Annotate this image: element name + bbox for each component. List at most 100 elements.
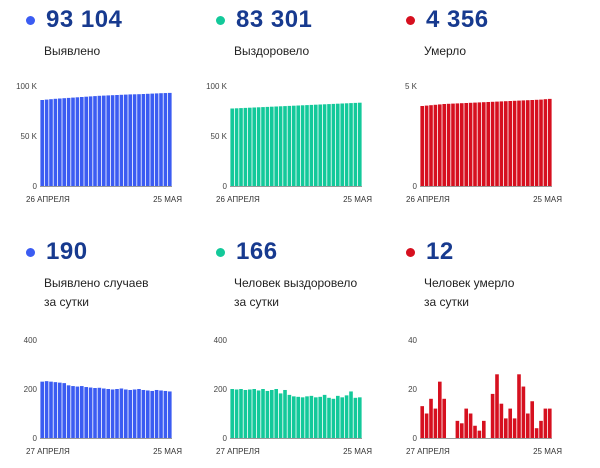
- bar: [429, 398, 433, 438]
- series-dot-icon: [26, 247, 35, 257]
- bar: [124, 389, 128, 438]
- x-end-label: 25 МАЯ: [153, 195, 182, 204]
- chart-detected: 100 K 50 K 0 26 АПРЕЛЯ 25 МАЯ: [16, 82, 182, 204]
- bar: [548, 98, 552, 186]
- bar: [49, 99, 53, 186]
- stat-value: 93 104: [46, 6, 123, 33]
- panel-daily-recovered: 166 Человек выздоровело за сутки 400 200 0…: [190, 232, 380, 460]
- bar: [534, 99, 539, 186]
- bar: [278, 393, 283, 438]
- y-tick-label: 200: [214, 385, 228, 394]
- bar: [442, 398, 447, 438]
- bar: [495, 101, 499, 186]
- panel-recovered: 83 301 Выздоровело 100 K 50 K 0 26 АПРЕЛЯ 25…: [190, 0, 380, 228]
- y-tick-label: 40: [408, 336, 417, 345]
- bar: [230, 108, 235, 186]
- y-tick-label: 0: [223, 182, 228, 191]
- bar: [473, 102, 477, 186]
- bar: [115, 389, 119, 438]
- stat-value: 4 356: [426, 6, 489, 33]
- x-end-label: 25 МАЯ: [153, 447, 182, 456]
- x-start-label: 27 АПРЕЛЯ: [406, 447, 450, 456]
- bar: [508, 101, 513, 186]
- bar: [234, 389, 239, 438]
- bar: [102, 95, 106, 186]
- x-start-label: 26 АПРЕЛЯ: [26, 195, 70, 204]
- bar: [287, 105, 292, 186]
- stat-row: 4 356: [406, 0, 489, 40]
- bar: [517, 374, 521, 438]
- stat-label: Человек выздоровело за сутки: [234, 276, 358, 309]
- bar: [137, 94, 141, 186]
- bar: [97, 95, 102, 186]
- bar: [252, 107, 257, 186]
- bar: [243, 389, 248, 438]
- bar: [349, 103, 353, 186]
- bar: [128, 389, 133, 438]
- bar: [132, 94, 137, 186]
- bar: [300, 397, 305, 438]
- bar: [119, 94, 124, 186]
- bar: [80, 97, 84, 186]
- bar: [102, 388, 106, 438]
- bar: [353, 102, 358, 186]
- bar: [504, 418, 508, 438]
- bar: [261, 107, 265, 186]
- bar: [539, 99, 543, 186]
- bar: [499, 403, 504, 438]
- y-tick-label: 400: [214, 336, 228, 345]
- x-start-label: 27 АПРЕЛЯ: [216, 447, 260, 456]
- bar: [517, 100, 521, 186]
- bar: [159, 390, 163, 438]
- panel-deaths: 4 356 Умерло 5 K 0 26 АПРЕЛЯ 25 МАЯ: [380, 0, 570, 228]
- x-end-label: 25 МАЯ: [343, 447, 372, 456]
- bar: [327, 104, 331, 186]
- bar: [314, 104, 318, 186]
- bar: [539, 420, 543, 438]
- y-tick-label: 0: [223, 434, 228, 443]
- bar: [44, 99, 49, 186]
- bar: [53, 382, 58, 438]
- bar: [146, 93, 150, 186]
- bar: [451, 103, 455, 186]
- bar: [433, 408, 438, 438]
- bar: [530, 401, 535, 438]
- bar: [534, 428, 539, 438]
- x-end-label: 25 МАЯ: [343, 195, 372, 204]
- bar: [124, 94, 128, 186]
- bar: [141, 389, 146, 438]
- bar: [53, 98, 58, 186]
- bar: [464, 103, 469, 186]
- bar: [353, 397, 358, 438]
- bar: [88, 96, 93, 186]
- bar: [40, 100, 45, 186]
- y-tick-label: 200: [24, 385, 38, 394]
- bar: [344, 395, 349, 438]
- bar: [420, 106, 425, 186]
- series-dot-icon: [26, 15, 35, 25]
- bar: [526, 100, 530, 186]
- bar: [274, 106, 279, 186]
- bar: [163, 390, 168, 438]
- bar: [309, 104, 314, 186]
- bar: [137, 389, 141, 438]
- bar: [230, 389, 235, 438]
- bar: [512, 100, 517, 186]
- bar: [132, 389, 137, 438]
- y-tick-label: 0: [33, 434, 38, 443]
- bar: [150, 93, 155, 186]
- stat-value: 190: [46, 238, 88, 265]
- bar: [62, 98, 67, 186]
- bar: [292, 396, 296, 438]
- bar: [477, 102, 482, 186]
- bar: [358, 397, 362, 438]
- bar: [234, 108, 239, 186]
- bar: [438, 381, 442, 438]
- bar: [424, 413, 429, 438]
- bar: [300, 105, 305, 186]
- chart-daily-detected: 400 200 0 27 АПРЕЛЯ 25 МАЯ: [24, 336, 183, 456]
- bar: [163, 93, 168, 186]
- bar: [438, 104, 442, 186]
- bar: [62, 383, 67, 438]
- bar: [66, 385, 71, 438]
